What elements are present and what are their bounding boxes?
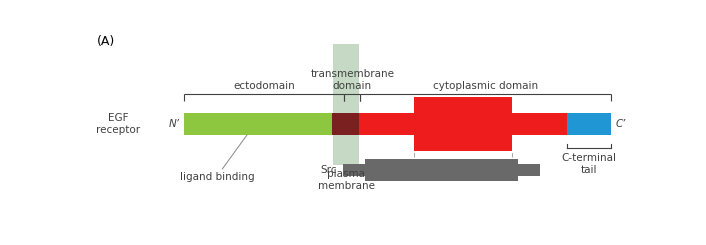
Bar: [184, 113, 332, 135]
Bar: [332, 113, 359, 135]
Text: ligand binding: ligand binding: [179, 172, 254, 182]
Bar: [517, 164, 539, 176]
Text: ectodomain: ectodomain: [233, 81, 295, 91]
Text: EGF
receptor: EGF receptor: [96, 113, 140, 135]
Bar: [414, 97, 513, 151]
Text: C’: C’: [615, 119, 626, 129]
Bar: [342, 164, 364, 176]
Text: transmembrane
domain: transmembrane domain: [310, 69, 394, 91]
Text: region of
homology: region of homology: [437, 128, 489, 149]
Text: cytoplasmic domain: cytoplasmic domain: [433, 81, 538, 91]
Text: Src: Src: [321, 165, 337, 175]
Bar: [364, 159, 517, 181]
Text: N’: N’: [169, 119, 179, 129]
Text: plasma
membrane: plasma membrane: [318, 169, 375, 191]
Text: (A): (A): [97, 35, 114, 48]
Bar: [333, 45, 359, 165]
Bar: [567, 113, 611, 135]
Text: C-terminal
tail: C-terminal tail: [561, 153, 616, 175]
Bar: [359, 113, 567, 135]
